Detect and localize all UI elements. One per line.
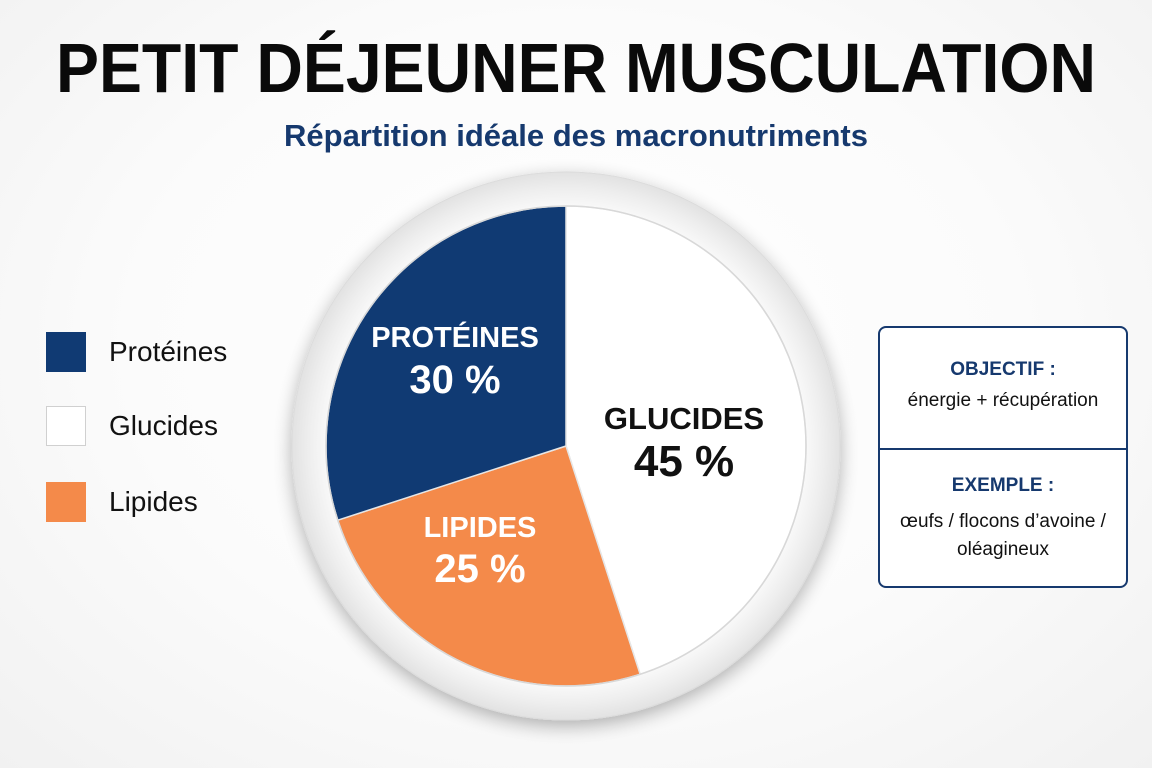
- slice-value-glucides: 45 %: [634, 437, 734, 486]
- legend-swatch-proteines: [46, 332, 86, 372]
- legend-item-glucides: Glucides: [46, 406, 306, 446]
- pie-outline: [325, 205, 807, 687]
- legend-item-lipides: Lipides: [46, 482, 306, 522]
- exemple-heading: EXEMPLE :: [951, 475, 1055, 496]
- objectif-text: énergie + récupération: [907, 390, 1099, 411]
- pie-slices: [325, 205, 807, 687]
- page-title: PETIT DÉJEUNER MUSCULATION: [55, 29, 1097, 107]
- slice-label-glucides: GLUCIDES: [604, 401, 764, 436]
- slice-label-lipides: LIPIDES: [424, 512, 537, 544]
- slice-value-lipides: 25 %: [434, 547, 525, 591]
- objectif-heading: OBJECTIF :: [950, 359, 1056, 380]
- slice-label-proteines: PROTÉINES: [371, 320, 539, 354]
- legend-swatch-lipides: [46, 482, 86, 522]
- exemple-text-line2: oléagineux: [957, 539, 1049, 560]
- legend-label-proteines: Protéines: [109, 336, 228, 367]
- legend-swatch-glucides: [46, 406, 86, 446]
- info-box: OBJECTIF : énergie + récupération EXEMPL…: [878, 326, 1128, 588]
- legend-label-glucides: Glucides: [109, 410, 218, 441]
- page-subtitle: Répartition idéale des macronutriments: [284, 118, 868, 153]
- info-divider: [880, 448, 1126, 450]
- legend-label-lipides: Lipides: [109, 486, 198, 517]
- exemple-text-line1: œufs / flocons d’avoine /: [900, 511, 1106, 532]
- legend-item-proteines: Protéines: [46, 332, 306, 372]
- slice-value-proteines: 30 %: [409, 358, 500, 402]
